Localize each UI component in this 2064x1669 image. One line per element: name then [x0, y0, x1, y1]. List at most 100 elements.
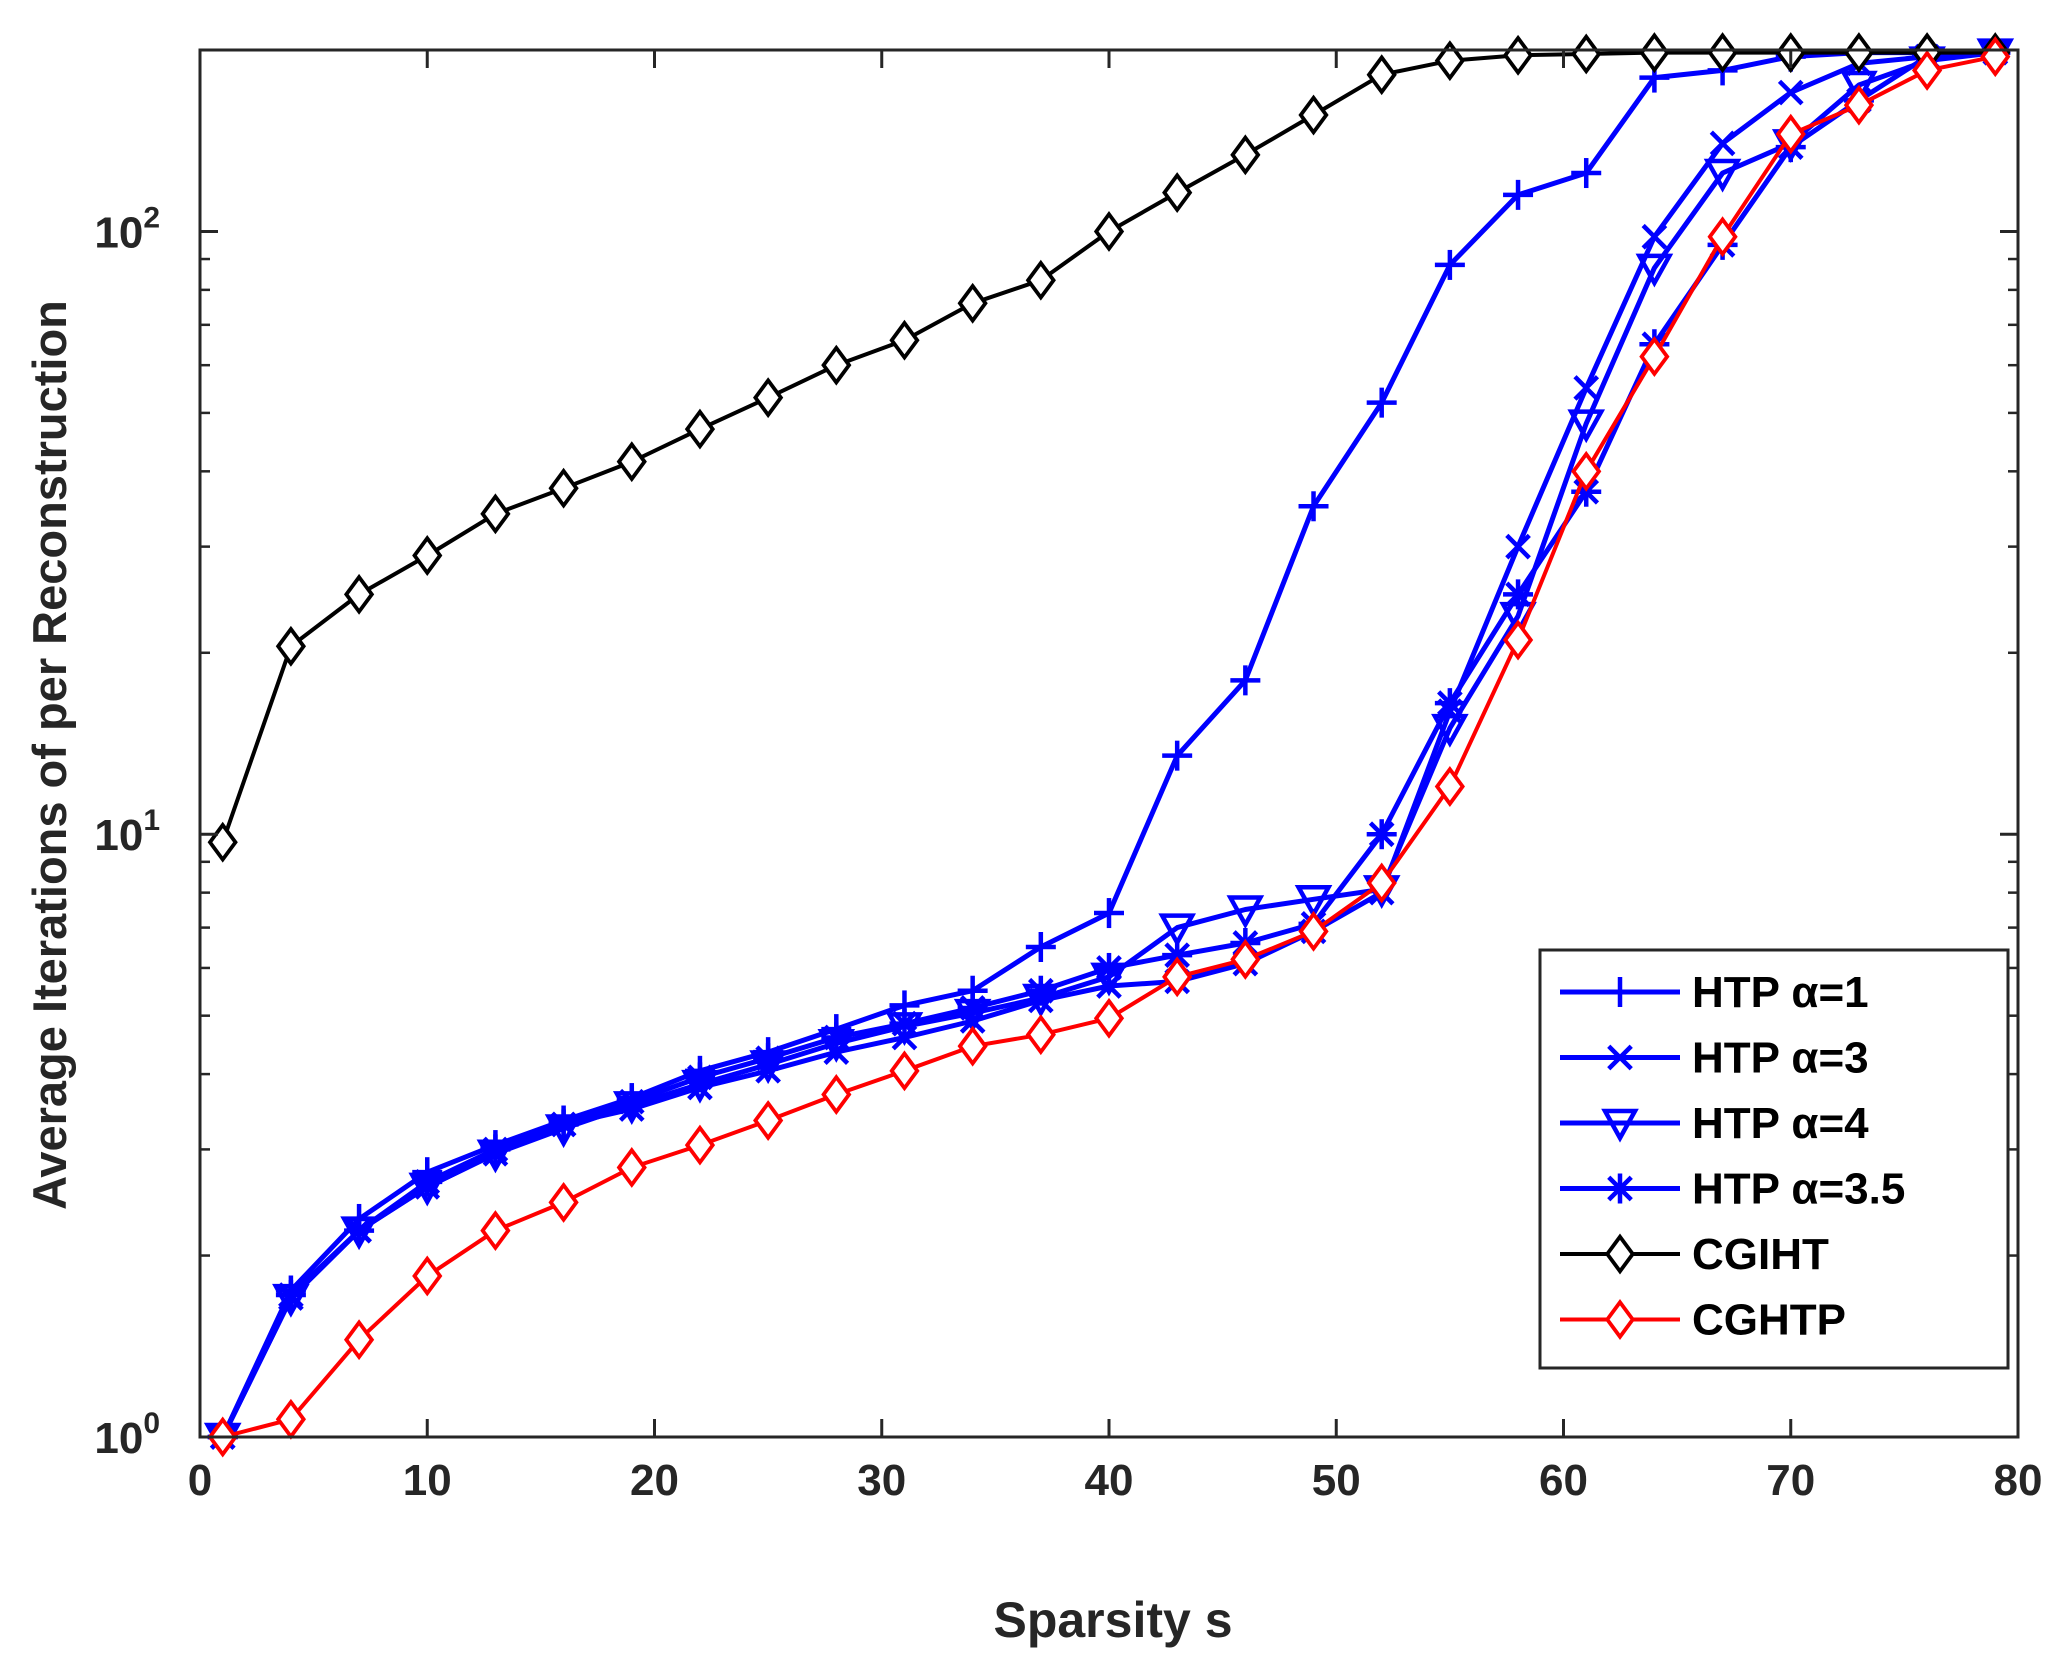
- data-point: [821, 1022, 852, 1053]
- marker-shape: [1298, 94, 1329, 136]
- marker-shape: [1230, 938, 1261, 980]
- data-point: [1230, 938, 1261, 980]
- data-point: [616, 441, 647, 483]
- marker-stroke: [1777, 79, 1804, 106]
- marker-shape: [1639, 336, 1670, 378]
- marker-shape: [957, 282, 988, 324]
- marker-shape: [1775, 113, 1806, 155]
- marker-shape: [889, 319, 920, 361]
- data-point: [343, 573, 375, 615]
- series-cgiht: [207, 32, 2011, 863]
- marker-shape: [1703, 158, 1742, 193]
- data-point: [1025, 259, 1056, 301]
- marker-shape: [1604, 1233, 1636, 1275]
- marker-shape: [1230, 134, 1261, 176]
- data-point: [1434, 40, 1465, 82]
- marker-shape: [753, 1100, 784, 1141]
- data-point: [1573, 375, 1600, 401]
- marker-stroke: [687, 1064, 713, 1091]
- marker-stroke: [891, 1010, 918, 1037]
- data-point: [1571, 33, 1602, 75]
- marker-shape: [1158, 913, 1196, 948]
- marker-shape: [1162, 956, 1193, 998]
- data-point: [1094, 898, 1124, 929]
- marker-shape: [1635, 253, 1674, 288]
- data-point: [343, 1319, 375, 1361]
- data-point: [1230, 665, 1261, 696]
- data-point: [957, 992, 988, 1023]
- data-point: [1366, 387, 1397, 418]
- data-point: [1162, 740, 1193, 771]
- data-point: [1775, 113, 1806, 155]
- legend-item-htp-3-5: HTP α=3.5: [1560, 1165, 1905, 1214]
- marker-shape: [480, 1210, 511, 1252]
- data-point: [1434, 766, 1465, 807]
- data-point: [1571, 450, 1602, 492]
- x-tick-label: 70: [1766, 1456, 1815, 1505]
- data-point: [684, 1062, 715, 1093]
- data-point: [1641, 223, 1668, 250]
- marker-shape: [957, 1025, 988, 1067]
- legend-marker: [1604, 1233, 1636, 1275]
- x-tick-label: 30: [857, 1456, 906, 1505]
- marker-stroke: [823, 1024, 850, 1051]
- data-point: [1911, 49, 1943, 91]
- marker-shape: [343, 1319, 375, 1361]
- y-tick-label: 101: [94, 804, 160, 860]
- data-point: [548, 1109, 579, 1140]
- marker-shape: [1571, 33, 1602, 75]
- data-point: [412, 535, 443, 576]
- marker-shape: [1571, 450, 1602, 492]
- data-point: [344, 1215, 375, 1246]
- marker-stroke: [482, 1136, 509, 1163]
- data-point: [1366, 862, 1397, 904]
- marker-shape: [684, 408, 716, 450]
- legend-item-cghtp: CGHTP: [1560, 1296, 1846, 1345]
- marker-stroke: [1027, 977, 1054, 1004]
- data-point: [1093, 997, 1125, 1039]
- marker-stroke: [550, 1111, 577, 1138]
- marker-shape: [1639, 32, 1670, 74]
- marker-shape: [1567, 409, 1606, 444]
- legend-marker: [1601, 1108, 1639, 1143]
- data-point: [1366, 819, 1397, 850]
- data-point: [1707, 216, 1738, 258]
- data-point: [1294, 885, 1333, 919]
- marker-stroke: [1505, 581, 1531, 608]
- data-point: [1230, 134, 1261, 176]
- data-point: [957, 282, 988, 324]
- legend-label: CGHTP: [1692, 1296, 1846, 1345]
- data-point: [412, 1166, 443, 1197]
- marker-shape: [1843, 84, 1875, 126]
- marker-shape: [1226, 895, 1265, 930]
- legend-label: HTP α=3.5: [1692, 1165, 1905, 1214]
- marker-stroke: [1096, 955, 1122, 981]
- data-point: [616, 1147, 647, 1188]
- legend-marker: [1604, 1299, 1636, 1340]
- marker-shape: [616, 441, 647, 483]
- marker-shape: [1093, 997, 1125, 1039]
- marker-stroke: [1164, 942, 1191, 969]
- data-point: [1639, 336, 1670, 378]
- legend-label: HTP α=3: [1692, 1034, 1869, 1083]
- marker-shape: [1298, 910, 1329, 952]
- marker-stroke: [959, 995, 986, 1021]
- legend-marker: [1605, 1173, 1635, 1204]
- marker-shape: [1162, 172, 1193, 214]
- data-point: [753, 377, 784, 419]
- marker-shape: [1093, 211, 1125, 252]
- legend-marker: [1605, 977, 1635, 1007]
- legend-item-cgiht: CGIHT: [1560, 1230, 1829, 1279]
- x-axis-title: Sparsity s: [993, 1592, 1232, 1648]
- data-point: [1503, 579, 1534, 610]
- legend-label: HTP α=4: [1692, 1099, 1869, 1148]
- marker-stroke: [1641, 223, 1668, 250]
- data-point: [616, 1086, 647, 1117]
- marker-stroke: [618, 1088, 645, 1115]
- legend-item-htp-3: HTP α=3: [1560, 1034, 1869, 1083]
- marker-shape: [412, 535, 443, 576]
- legend-marker: [1607, 1044, 1633, 1071]
- marker-shape: [1601, 1108, 1639, 1143]
- plot-area: [203, 32, 2015, 1458]
- data-point: [889, 319, 920, 361]
